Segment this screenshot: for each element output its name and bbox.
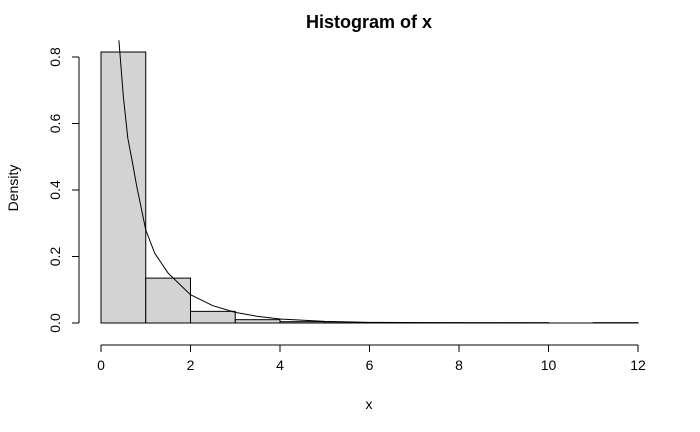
y-tick-label: 0.8 bbox=[47, 47, 63, 67]
x-tick-label: 12 bbox=[630, 357, 646, 373]
y-tick-label: 0.6 bbox=[47, 114, 63, 134]
y-axis: 0.0 0.2 0.4 0.6 0.8 bbox=[47, 47, 80, 333]
x-axis: 0 2 4 6 8 10 12 bbox=[97, 344, 646, 373]
x-axis-label: x bbox=[366, 396, 373, 412]
density-curve bbox=[118, 40, 639, 324]
x-tick-label: 4 bbox=[276, 357, 284, 373]
x-tick-label: 0 bbox=[97, 357, 105, 373]
chart-title: Histogram of x bbox=[306, 12, 432, 32]
x-tick-label: 6 bbox=[366, 357, 374, 373]
histogram-bar bbox=[279, 321, 326, 324]
histogram-bar bbox=[234, 319, 281, 324]
y-tick-label: 0.4 bbox=[47, 180, 63, 200]
x-tick-label: 10 bbox=[541, 357, 557, 373]
x-tick-label: 2 bbox=[187, 357, 195, 373]
histogram-bar bbox=[190, 310, 236, 324]
x-tick-label: 8 bbox=[455, 357, 463, 373]
y-axis-label: Density bbox=[5, 165, 21, 212]
curve-layer bbox=[118, 40, 639, 324]
bars-layer bbox=[100, 51, 639, 324]
y-tick-label: 0.2 bbox=[47, 247, 63, 267]
histogram-bar bbox=[145, 277, 191, 324]
y-tick-label: 0.0 bbox=[47, 313, 63, 333]
